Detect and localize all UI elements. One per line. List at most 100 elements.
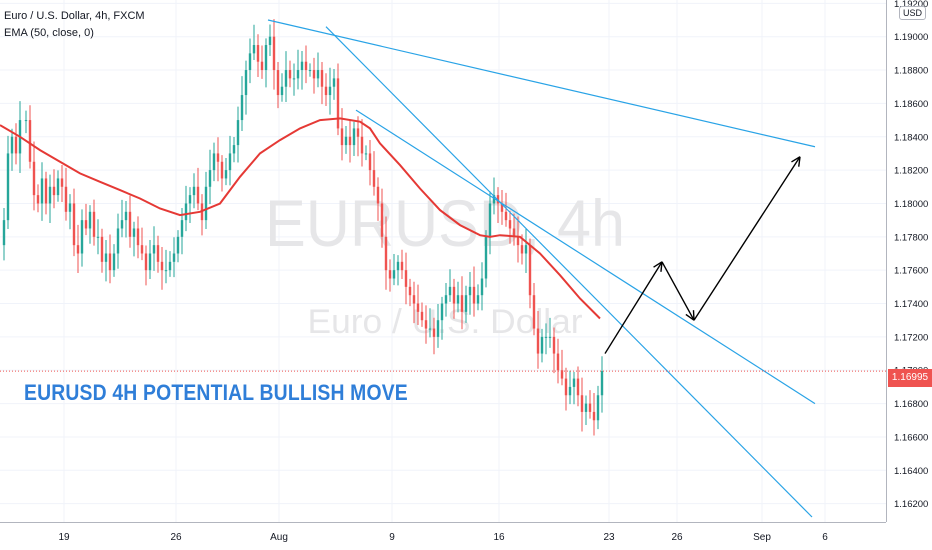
candle-down: [576, 378, 580, 396]
candle-down: [416, 303, 420, 312]
time-tick-label: Aug: [270, 532, 288, 543]
price-tick-label: 1.16400: [894, 466, 928, 477]
candle-up: [192, 186, 196, 196]
candle-up: [316, 70, 320, 79]
time-tick-label: 26: [170, 532, 182, 543]
candle-up: [244, 70, 248, 96]
candle-up: [392, 270, 396, 279]
projection-segment: [604, 261, 663, 354]
candle-up: [132, 228, 136, 237]
candle-down: [532, 295, 536, 329]
candle-down: [312, 70, 316, 79]
candle-up: [344, 136, 348, 146]
candle-up: [120, 220, 124, 229]
candle-up: [184, 203, 188, 221]
price-tick-label: 1.16600: [894, 432, 928, 443]
trendline: [267, 19, 816, 148]
candle-up: [248, 53, 252, 71]
candle-up: [396, 261, 400, 271]
candle-up: [468, 286, 472, 296]
candle-down: [108, 253, 112, 271]
candle-down: [136, 228, 140, 246]
candle-down: [28, 120, 32, 162]
candle-down: [508, 220, 512, 229]
projection-arrowhead: [660, 261, 663, 272]
candle-down: [32, 161, 36, 196]
projection-arrow[interactable]: [604, 156, 801, 354]
price-tick-label: 1.18600: [894, 99, 928, 110]
candle-down: [340, 128, 344, 146]
candle-down: [160, 261, 164, 271]
candle-up: [104, 253, 108, 262]
candle-down: [380, 203, 384, 237]
candle-down: [556, 353, 560, 371]
candle-down: [376, 186, 380, 204]
trendline: [325, 26, 813, 518]
candle-down: [408, 286, 412, 296]
axis-lines: [0, 0, 887, 523]
last-price-label: 1.16995: [888, 369, 932, 387]
candle-up: [176, 236, 180, 254]
candle-up: [164, 270, 168, 272]
candle-down: [496, 195, 500, 204]
time-tick-label: 9: [389, 532, 395, 543]
candle-up: [68, 203, 72, 212]
candle-down: [420, 311, 424, 321]
candle-down: [128, 211, 132, 237]
chart-annotation-text[interactable]: EURUSD 4H POTENTIAL BULLISH MOVE: [24, 380, 408, 405]
candle-up: [584, 403, 588, 412]
projection-arrowhead: [791, 156, 801, 163]
candle-down: [512, 228, 516, 237]
candle-up: [448, 286, 452, 296]
candle-down: [220, 161, 224, 179]
price-tick-label: 1.17600: [894, 266, 928, 277]
candle-down: [320, 70, 324, 87]
candle-up: [6, 153, 10, 221]
candle-up: [188, 195, 192, 204]
candle-down: [400, 261, 404, 271]
price-tick-label: 1.18000: [894, 199, 928, 210]
currency-badge[interactable]: USD: [898, 6, 926, 20]
price-tick-label: 1.17200: [894, 332, 928, 343]
candle-down: [360, 136, 364, 154]
candle-up: [204, 186, 208, 221]
candle-down: [44, 178, 48, 204]
candle-down: [412, 295, 416, 304]
projection-arrowhead: [692, 310, 695, 321]
watermark-description: Euro / U.S. Dollar: [308, 303, 583, 341]
candle-up: [88, 211, 92, 229]
candle-up: [152, 245, 156, 254]
candle-down: [256, 45, 260, 62]
candle-up: [492, 195, 496, 204]
candle-up: [224, 170, 228, 179]
price-tick-label: 1.17400: [894, 299, 928, 310]
candle-up: [548, 336, 552, 338]
candle-down: [144, 253, 148, 271]
time-axis[interactable]: 19 26 Aug 9 16 23 26 Sep 6: [58, 532, 828, 543]
candle-up: [596, 395, 600, 421]
ema-line: [0, 117, 601, 320]
price-tick-label: 1.16800: [894, 399, 928, 410]
price-tick-label: 1.18200: [894, 166, 928, 177]
candle-up: [292, 78, 296, 80]
candle-down: [552, 336, 556, 354]
candle-up: [600, 371, 604, 396]
price-axis[interactable]: 1.162001.164001.166001.168001.170001.172…: [894, 0, 928, 510]
symbol-title: Euro / U.S. Dollar, 4h, FXCM: [4, 10, 145, 22]
projection-segment: [693, 156, 801, 321]
candle-down: [52, 186, 56, 196]
indicator-legend[interactable]: EMA (50, close, 0): [4, 27, 94, 39]
candle-up: [228, 153, 232, 171]
candle-up: [476, 295, 480, 304]
candle-up: [544, 336, 548, 338]
candle-up: [484, 236, 488, 279]
candle-down: [272, 36, 276, 71]
trendlines[interactable]: [267, 19, 816, 518]
candle-up: [56, 178, 60, 196]
candle-up: [296, 70, 300, 79]
chart-grid: [0, 0, 886, 522]
candle-up: [524, 245, 528, 254]
candle-down: [140, 245, 144, 254]
symbol-watermark: EURUSD, 4h Euro / U.S. Dollar: [265, 186, 625, 341]
